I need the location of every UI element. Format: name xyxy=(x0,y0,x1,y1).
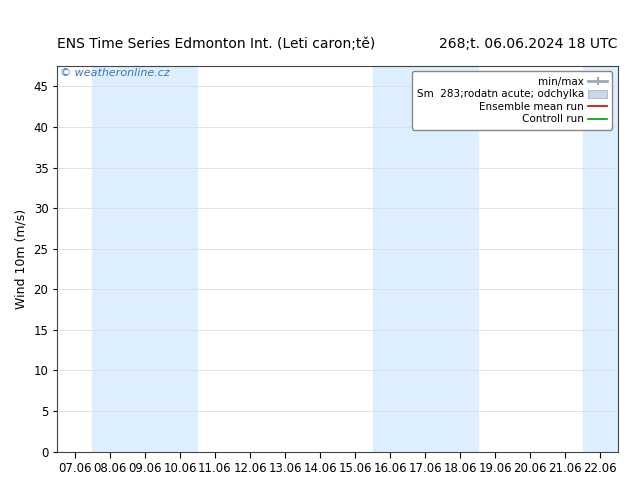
Bar xyxy=(93,66,197,452)
Legend: min/max, Sm  283;rodatn acute; odchylka, Ensemble mean run, Controll run: min/max, Sm 283;rodatn acute; odchylka, … xyxy=(411,72,612,129)
Y-axis label: Wind 10m (m/s): Wind 10m (m/s) xyxy=(15,209,28,309)
Text: © weatheronline.cz: © weatheronline.cz xyxy=(60,68,170,78)
Text: 268;t. 06.06.2024 18 UTC: 268;t. 06.06.2024 18 UTC xyxy=(439,37,618,51)
Bar xyxy=(373,66,477,452)
Text: ENS Time Series Edmonton Int. (Leti caron;tě): ENS Time Series Edmonton Int. (Leti caro… xyxy=(58,37,376,51)
Bar xyxy=(583,66,618,452)
